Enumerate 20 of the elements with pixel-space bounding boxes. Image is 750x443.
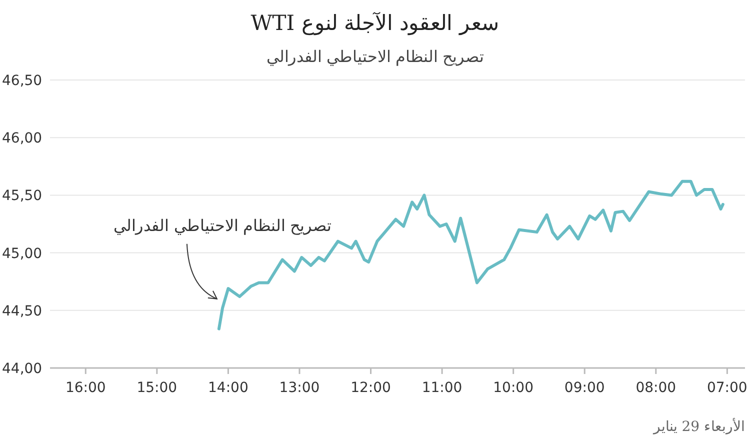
- x-tick-label: 08:00: [636, 380, 676, 396]
- y-tick-label: 46,00: [2, 130, 42, 147]
- y-tick-label: 45,00: [2, 246, 42, 262]
- x-tick-label: 15:00: [136, 380, 178, 396]
- x-tick-label: 13:00: [279, 380, 320, 396]
- x-tick-label: 11:00: [422, 380, 462, 396]
- x-tick-label: 16:00: [65, 380, 106, 396]
- y-tick-label: 46,50: [2, 73, 42, 89]
- x-tick-label: 12:00: [350, 380, 391, 396]
- x-tick-label: 09:00: [564, 380, 605, 396]
- text: الأربعاء 29 يناير: [652, 417, 745, 435]
- chart-subtitle: تصريح النظام الاحتياطي الفدرالي: [266, 47, 484, 66]
- x-tick-label: 07:00: [707, 380, 748, 396]
- y-tick-label: 44,00: [2, 361, 42, 377]
- y-tick-label: 44,50: [2, 303, 42, 320]
- annotation: تصريح النظام الاحتياطي الفدرالي: [114, 216, 331, 235]
- x-tick-label: 10:00: [493, 380, 534, 396]
- x-tick-label: 14:00: [208, 380, 248, 396]
- y-tick-label: 45,50: [2, 188, 42, 204]
- chart-title: سعر العقود الآجلة لنوع WTI: [250, 11, 500, 36]
